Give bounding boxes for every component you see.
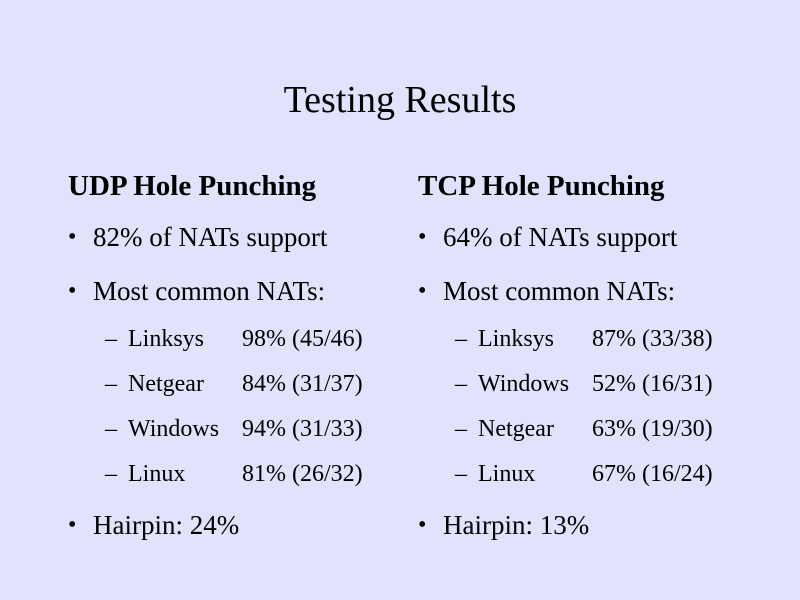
tcp-common-bullet: • Most common NATs: bbox=[418, 272, 758, 310]
tcp-support-text: 64% of NATs support bbox=[443, 222, 678, 252]
udp-hairpin-text: Hairpin: 24% bbox=[93, 510, 240, 540]
dash-icon: – bbox=[105, 461, 117, 487]
nat-result: 67% (16/24) bbox=[592, 461, 713, 487]
slide-title: Testing Results bbox=[283, 79, 517, 121]
dash-icon: – bbox=[455, 416, 467, 442]
bullet-icon: • bbox=[418, 278, 427, 304]
nat-name: Netgear bbox=[128, 371, 204, 397]
nat-result: 98% (45/46) bbox=[242, 326, 363, 352]
udp-heading: UDP Hole Punching bbox=[68, 170, 317, 202]
udp-nat-row: – Linksys 98% (45/46) bbox=[68, 323, 408, 355]
tcp-column: TCP Hole Punching • 64% of NATs support •… bbox=[418, 166, 758, 544]
tcp-nat-row: – Linux 67% (16/24) bbox=[418, 458, 758, 490]
nat-name: Linksys bbox=[478, 326, 555, 352]
nat-name: Windows bbox=[128, 416, 220, 442]
dash-icon: – bbox=[105, 371, 117, 397]
udp-common-text: Most common NATs: bbox=[93, 276, 326, 306]
nat-name: Netgear bbox=[478, 416, 554, 442]
tcp-support-bullet: • 64% of NATs support bbox=[418, 218, 758, 256]
udp-nat-row: – Netgear 84% (31/37) bbox=[68, 368, 408, 400]
udp-support-bullet: • 82% of NATs support bbox=[68, 218, 408, 256]
udp-nat-row: – Windows 94% (31/33) bbox=[68, 413, 408, 445]
tcp-common-text: Most common NATs: bbox=[443, 276, 676, 306]
dash-icon: – bbox=[455, 326, 467, 352]
udp-common-bullet: • Most common NATs: bbox=[68, 272, 408, 310]
nat-name: Linux bbox=[128, 461, 186, 487]
tcp-hairpin-bullet: • Hairpin: 13% bbox=[418, 506, 758, 544]
udp-nat-row: – Linux 81% (26/32) bbox=[68, 458, 408, 490]
tcp-hairpin-text: Hairpin: 13% bbox=[443, 510, 590, 540]
dash-icon: – bbox=[455, 371, 467, 397]
bullet-icon: • bbox=[68, 512, 77, 538]
tcp-nat-row: – Linksys 87% (33/38) bbox=[418, 323, 758, 355]
dash-icon: – bbox=[105, 326, 117, 352]
nat-result: 84% (31/37) bbox=[242, 371, 363, 397]
dash-icon: – bbox=[455, 461, 467, 487]
udp-column: UDP Hole Punching • 82% of NATs support •… bbox=[68, 166, 408, 544]
tcp-heading: TCP Hole Punching bbox=[418, 170, 665, 202]
nat-result: 52% (16/31) bbox=[592, 371, 713, 397]
dash-icon: – bbox=[105, 416, 117, 442]
udp-hairpin-bullet: • Hairpin: 24% bbox=[68, 506, 408, 544]
nat-result: 94% (31/33) bbox=[242, 416, 363, 442]
udp-support-text: 82% of NATs support bbox=[93, 222, 328, 252]
nat-result: 63% (19/30) bbox=[592, 416, 713, 442]
nat-result: 87% (33/38) bbox=[592, 326, 713, 352]
tcp-nat-row: – Windows 52% (16/31) bbox=[418, 368, 758, 400]
bullet-icon: • bbox=[68, 224, 77, 250]
nat-name: Linksys bbox=[128, 326, 205, 352]
nat-name: Linux bbox=[478, 461, 536, 487]
bullet-icon: • bbox=[418, 512, 427, 538]
bullet-icon: • bbox=[68, 278, 77, 304]
nat-name: Windows bbox=[478, 371, 570, 397]
nat-result: 81% (26/32) bbox=[242, 461, 363, 487]
bullet-icon: • bbox=[418, 224, 427, 250]
tcp-nat-row: – Netgear 63% (19/30) bbox=[418, 413, 758, 445]
